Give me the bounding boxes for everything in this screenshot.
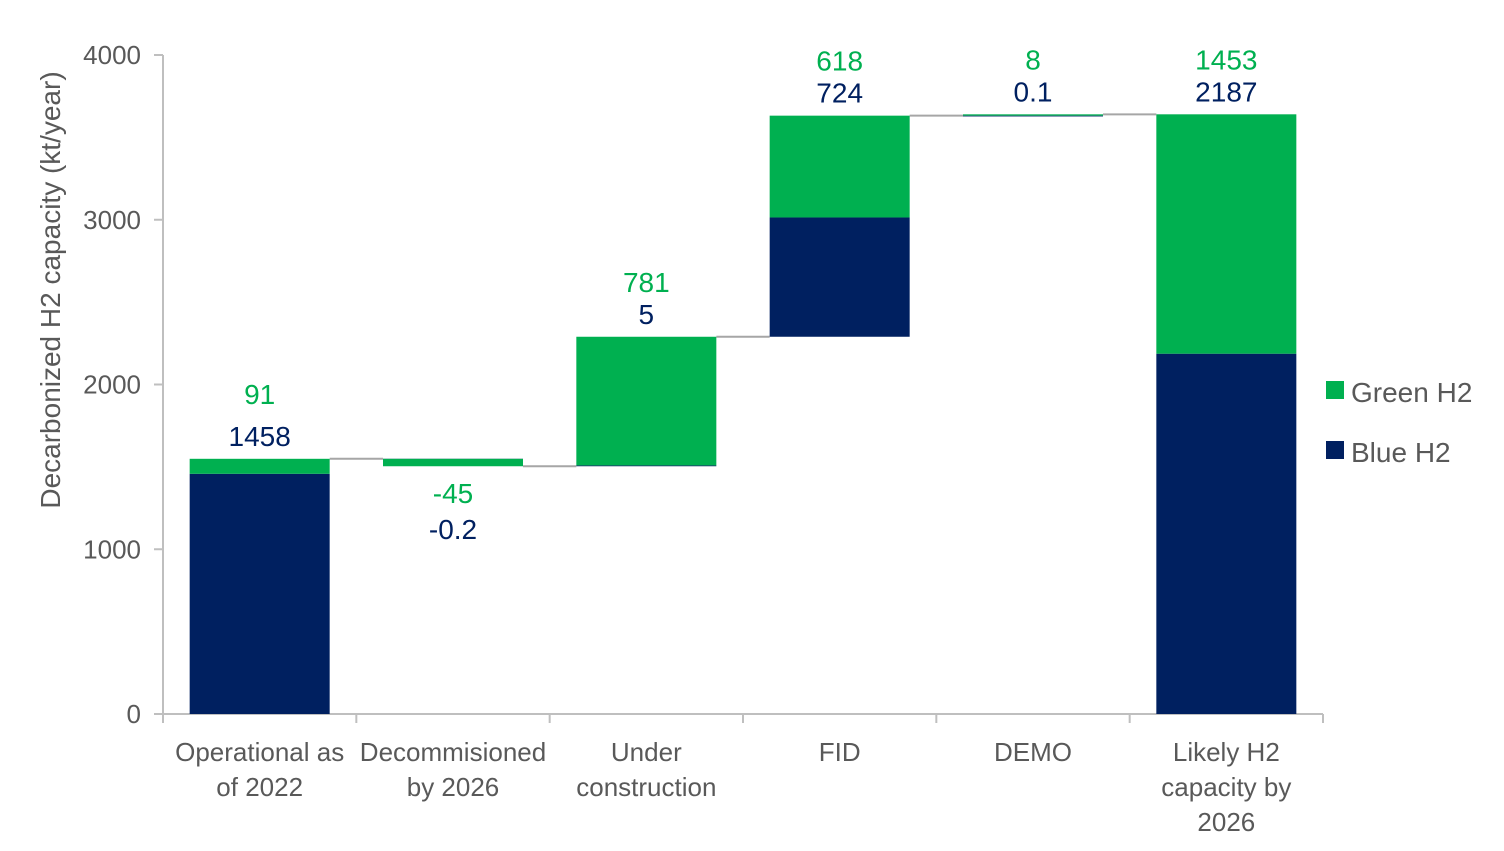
x-category-label-line: FID xyxy=(819,737,861,767)
x-category-label-line: of 2022 xyxy=(216,772,303,802)
bar-segment-green-h2 xyxy=(963,114,1103,116)
y-tick-label: 3000 xyxy=(83,205,141,235)
y-tick-label: 1000 xyxy=(83,534,141,564)
legend-swatch-blue-h2 xyxy=(1326,441,1344,459)
bar-segment-blue-h2 xyxy=(189,473,330,714)
legend: Green H2 Blue H2 xyxy=(1326,377,1472,468)
bar-segment-green-h2 xyxy=(1156,114,1297,354)
data-label-green-h2: 1453 xyxy=(1195,44,1257,75)
x-axis: Operational as of 2022 Decommisioned by 202… xyxy=(162,713,1324,837)
y-tick-label: 0 xyxy=(127,699,141,729)
bar-segment-green-h2 xyxy=(769,115,910,218)
x-category-label-line: Decommisioned xyxy=(360,737,546,767)
bars xyxy=(189,114,1297,714)
x-category-label: Likely H2 capacity by 2026 xyxy=(1161,737,1291,837)
data-label-green-h2: 91 xyxy=(244,379,275,410)
y-axis-title: Decarbonized H2 capacity (kt/year) xyxy=(35,71,66,508)
x-category-label-line: DEMO xyxy=(994,737,1072,767)
data-label-blue-h2: 724 xyxy=(816,78,863,109)
x-category-label-line: construction xyxy=(576,772,716,802)
x-category-label-line: capacity by xyxy=(1161,772,1291,802)
data-label-green-h2: -45 xyxy=(433,478,473,509)
bar-segment-blue-h2 xyxy=(1156,353,1297,714)
bar-segment-green-h2 xyxy=(189,458,330,474)
x-category-label-line: Likely H2 xyxy=(1173,737,1280,767)
data-label-blue-h2: 0.1 xyxy=(1014,76,1053,107)
data-label-green-h2: 8 xyxy=(1025,44,1041,75)
x-category-label-line: Operational as xyxy=(175,737,344,767)
data-label-blue-h2: 5 xyxy=(639,299,655,330)
data-label-blue-h2: 2187 xyxy=(1195,76,1257,107)
data-label-blue-h2: 1458 xyxy=(229,421,291,452)
y-tick-label: 2000 xyxy=(83,370,141,400)
connector-lines xyxy=(329,113,1157,468)
legend-swatch-green-h2 xyxy=(1326,381,1344,399)
y-axis: 0 1000 2000 3000 4000 xyxy=(83,40,164,729)
x-category-label-line: Under xyxy=(611,737,682,767)
bar-segment-green-h2 xyxy=(576,336,717,466)
data-label-green-h2: 781 xyxy=(623,267,670,298)
data-label-blue-h2: -0.2 xyxy=(429,514,477,545)
bar-segment-blue-h2 xyxy=(769,217,910,337)
legend-label-green-h2: Green H2 xyxy=(1351,377,1472,408)
legend-label-blue-h2: Blue H2 xyxy=(1351,437,1451,468)
x-category-label: DEMO xyxy=(994,737,1072,767)
x-category-label: FID xyxy=(819,737,861,767)
bar-segment-green-h2 xyxy=(383,458,523,467)
x-category-label-line: 2026 xyxy=(1197,807,1255,837)
x-category-label: Operational as of 2022 xyxy=(175,737,344,802)
bar-segment-blue-h2 xyxy=(576,465,717,467)
x-category-label: Decommisioned by 2026 xyxy=(360,737,546,802)
y-tick-label: 4000 xyxy=(83,40,141,70)
bar-segment-blue-h2 xyxy=(963,115,1103,117)
data-label-green-h2: 618 xyxy=(816,46,863,77)
x-category-label: Under construction xyxy=(576,737,716,802)
x-category-label-line: by 2026 xyxy=(407,772,500,802)
